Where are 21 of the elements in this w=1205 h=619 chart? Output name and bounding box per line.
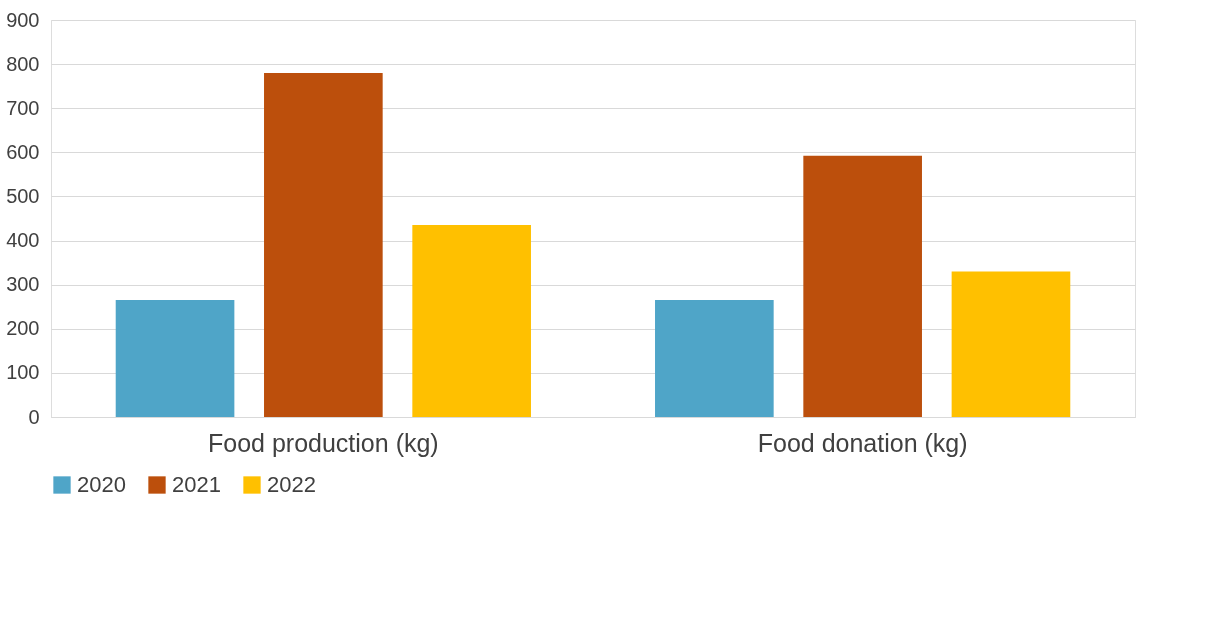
bar bbox=[412, 225, 531, 417]
y-tick-label: 500 bbox=[6, 184, 40, 207]
legend-label: 2020 bbox=[77, 472, 126, 497]
x-tick-label: Food production (kg) bbox=[208, 428, 439, 457]
y-tick-label: 200 bbox=[6, 317, 40, 340]
y-tick-label: 100 bbox=[6, 361, 40, 384]
bar bbox=[803, 155, 922, 417]
x-tick-label: Food donation (kg) bbox=[757, 428, 968, 457]
bar bbox=[951, 271, 1071, 417]
bar bbox=[655, 300, 774, 417]
y-tick-label: 800 bbox=[6, 52, 40, 75]
y-tick-label: 900 bbox=[6, 8, 40, 31]
y-tick-label: 0 bbox=[28, 405, 40, 428]
legend-label: 2021 bbox=[172, 472, 221, 497]
y-tick-label: 300 bbox=[6, 273, 40, 296]
bar bbox=[264, 72, 383, 417]
bar bbox=[115, 300, 235, 417]
y-tick-label: 400 bbox=[6, 229, 40, 252]
y-tick-label: 600 bbox=[6, 140, 40, 163]
y-tick-label: 700 bbox=[6, 96, 40, 119]
legend-label: 2022 bbox=[267, 472, 316, 497]
